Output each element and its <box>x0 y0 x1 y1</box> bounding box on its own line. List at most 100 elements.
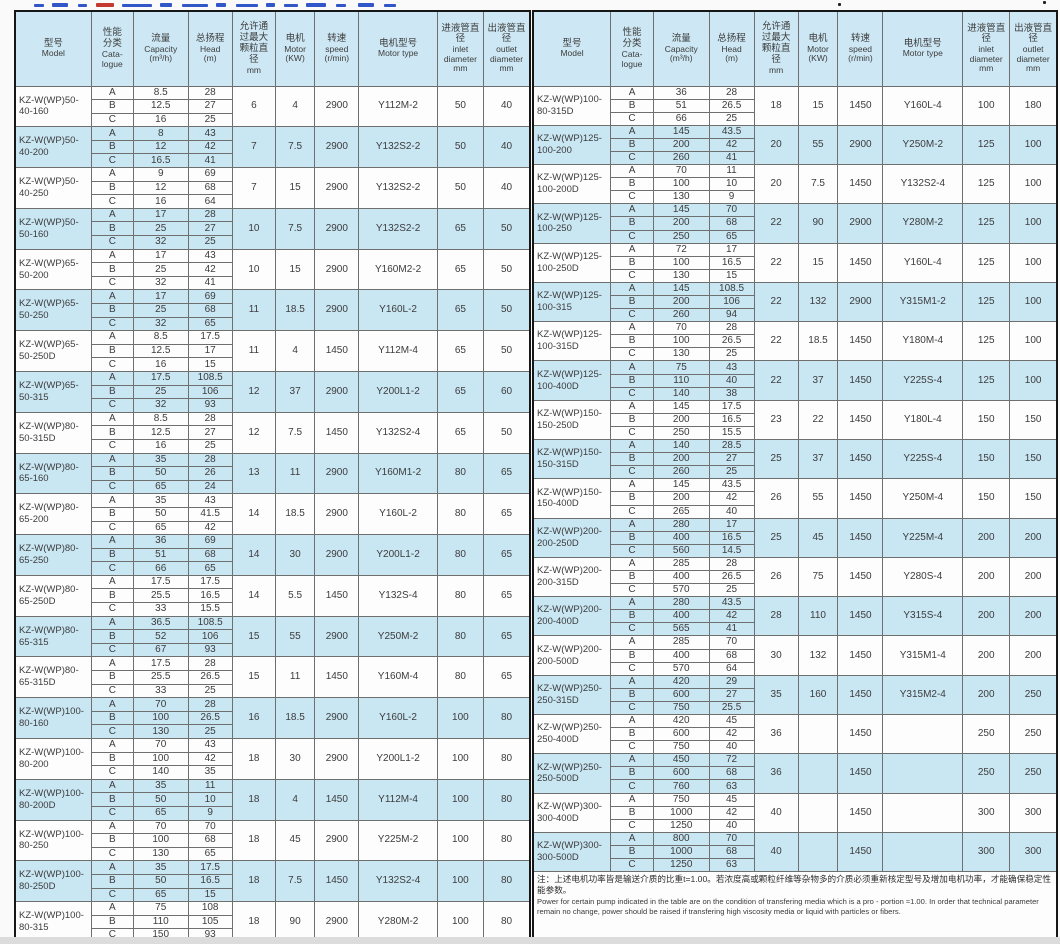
inlet-cell: 100 <box>436 901 485 943</box>
catalogue-cell: A <box>610 713 654 729</box>
head-cell: 28.5 <box>708 439 755 454</box>
particle-cell: 12 <box>231 411 277 454</box>
particle-cell: 40 <box>753 792 799 833</box>
head-cell: 63 <box>708 779 755 794</box>
table-row: B 400 42 <box>533 609 1057 624</box>
motor-type-cell: Y225M-2 <box>358 819 438 862</box>
table-row: B 600 42 <box>533 727 1057 742</box>
catalogue-cell: A <box>90 411 134 427</box>
model-cell: KZ-W(WP)100- 80-250 <box>14 819 92 862</box>
capacity-cell: 16 <box>132 357 189 372</box>
catalogue-cell: C <box>610 740 654 755</box>
head-cell: 27 <box>187 425 233 440</box>
catalogue-cell: A <box>610 360 654 375</box>
motor-type-cell: Y225S-4 <box>882 360 964 401</box>
motor-kw-cell: 7.5 <box>797 164 839 205</box>
particle-cell: 36 <box>753 753 799 794</box>
head-cell: 40 <box>708 818 755 833</box>
motor-kw-cell <box>797 713 839 755</box>
capacity-cell: 36.5 <box>132 615 189 631</box>
motor-kw-cell: 18.5 <box>797 321 839 362</box>
catalogue-cell: B <box>610 687 654 702</box>
head-cell: 27 <box>187 99 233 114</box>
capacity-cell: 250 <box>653 229 710 244</box>
catalogue-cell: A <box>610 85 654 100</box>
head-cell: 41 <box>708 622 755 637</box>
catalogue-cell: B <box>610 294 654 310</box>
outlet-cell: 100 <box>1009 203 1058 244</box>
table-row: KZ-W(WP)100- 80-315 A 75 108 18 90 2900 Y280M-2… <box>14 901 531 943</box>
outlet-cell: 65 <box>483 493 531 536</box>
head-cell: 68 <box>708 766 755 781</box>
outlet-cell: 180 <box>1009 85 1058 126</box>
motor-kw-cell <box>797 831 839 873</box>
table-row: B 200 42 <box>533 137 1057 152</box>
capacity-cell: 1250 <box>653 858 710 873</box>
capacity-cell: 32 <box>132 398 189 413</box>
head-cell: 28 <box>187 207 233 223</box>
table-row: B 400 68 <box>533 648 1057 663</box>
table-row: KZ-W(WP)200- 200-400D A 280 43.5 28 110 1450 Y3… <box>532 596 1058 637</box>
catalogue-cell: A <box>90 85 134 101</box>
table-row: C 65 42 <box>15 520 530 536</box>
inlet-cell: 80 <box>436 493 485 536</box>
header-catalogue-en: Cata- logue <box>101 49 123 69</box>
capacity-cell: 600 <box>653 727 710 742</box>
speed-cell: 2900 <box>314 493 360 536</box>
motor-kw-cell: 18.5 <box>275 493 316 536</box>
catalogue-cell: C <box>610 111 654 126</box>
table-row: KZ-W(WP)300- 300-500D A 800 70 40 1450 300 300 <box>532 831 1058 873</box>
table-row: KZ-W(WP)150- 150-400D A 145 43.5 26 55 1450 Y25… <box>532 478 1058 519</box>
table-row: KZ-W(WP)50- 40-250 A 9 69 7 15 2900 Y132S2-2 50 4… <box>14 167 531 209</box>
inlet-cell: 150 <box>962 439 1011 480</box>
motor-kw-cell: 4 <box>275 330 316 372</box>
head-cell: 17 <box>708 517 755 532</box>
capacity-cell: 25 <box>132 303 189 318</box>
catalogue-cell: B <box>90 629 134 644</box>
header-speed-en: speed (r/min) <box>324 43 350 64</box>
speed-cell: 2900 <box>314 452 360 495</box>
capacity-cell: 12 <box>132 180 189 196</box>
head-cell: 41.5 <box>187 506 233 522</box>
capacity-cell: 140 <box>653 439 710 454</box>
motor-type-cell: Y160M1-2 <box>358 452 438 495</box>
outlet-cell: 150 <box>1009 478 1058 519</box>
catalogue-cell: B <box>90 384 134 400</box>
table-row: B 200 16.5 <box>533 412 1057 427</box>
header-motor_type-zh: 电机型号 <box>379 37 418 49</box>
head-cell: 65 <box>708 229 755 244</box>
capacity-cell: 50 <box>132 792 189 807</box>
catalogue-cell: B <box>610 98 654 113</box>
capacity-cell: 265 <box>653 504 710 519</box>
note-cell: 注：上述电机功率皆是输送介质的比重t=1.00。若浓度高或颗粒纤维等杂物多的介质… <box>532 871 1058 940</box>
particle-cell: 25 <box>753 439 799 480</box>
capacity-cell: 50 <box>132 466 189 481</box>
particle-cell: 22 <box>753 242 799 283</box>
head-cell: 25 <box>187 112 233 128</box>
header-inlet-en: inlet diameter mm <box>443 44 477 74</box>
speed-cell: 1450 <box>837 439 884 480</box>
model-cell: KZ-W(WP)100- 80-160 <box>14 697 92 739</box>
inlet-cell: 80 <box>436 534 485 576</box>
catalogue-cell: C <box>90 194 134 209</box>
capacity-cell: 16 <box>132 194 189 209</box>
header-outlet: 出液管直 径 outlet diameter mm <box>1009 10 1058 87</box>
head-cell: 42 <box>708 727 755 742</box>
catalogue-cell: A <box>610 399 654 414</box>
speed-cell: 1450 <box>314 656 360 699</box>
header-inlet: 进液管直 径 inlet diameter mm <box>436 10 485 87</box>
catalogue-cell: A <box>90 860 134 875</box>
capacity-cell: 750 <box>653 700 710 716</box>
cropped-title-fragment <box>96 3 114 7</box>
header-model-zh: 型号 <box>562 37 582 49</box>
particle-cell: 22 <box>753 321 799 362</box>
table-row: C 65 24 <box>15 479 530 495</box>
head-cell: 108.5 <box>187 615 233 631</box>
inlet-cell: 200 <box>962 674 1011 716</box>
inlet-cell: 100 <box>436 738 485 780</box>
model-cell: KZ-W(WP)150- 150-250D <box>532 399 612 441</box>
table-row: B 600 27 <box>533 687 1057 702</box>
speed-cell: 2900 <box>314 85 360 128</box>
head-cell: 15 <box>187 887 233 903</box>
outlet-cell: 80 <box>483 778 531 821</box>
